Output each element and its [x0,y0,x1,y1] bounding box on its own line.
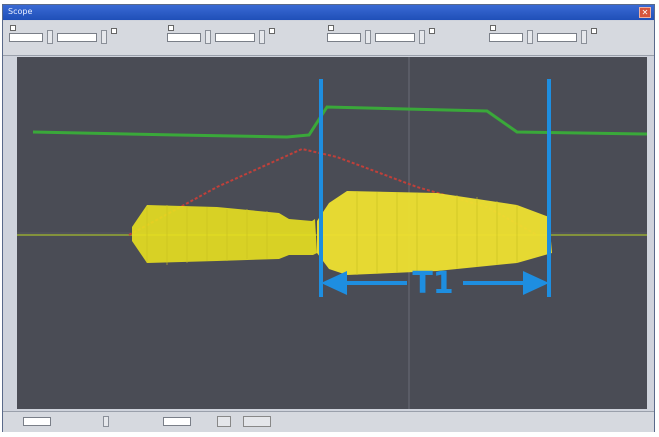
status-field-2-input[interactable] [163,417,191,426]
channel-2-field-a[interactable] [167,33,201,42]
channel-1-checkbox[interactable] [10,25,16,31]
channel-4-spinner-b[interactable] [581,30,587,44]
scope-plot: T1 [17,57,648,409]
channel-3-field-a[interactable] [327,33,361,42]
t1-measurement-arrow [321,271,549,295]
channel-1-spinner-b[interactable] [101,30,107,44]
close-icon: ✕ [641,8,649,17]
channel-panel-4 [487,24,639,52]
channel-2-checkbox[interactable] [168,25,174,31]
channel-toolbar [3,21,654,56]
scope-window: Scope ✕ [2,4,655,432]
channel-2-value[interactable] [215,33,255,42]
channel-panel-3 [325,24,477,52]
t1-marker-label: T1 [412,266,453,301]
title-bar: Scope ✕ [3,5,654,20]
channel-3-spinner-b[interactable] [419,30,425,44]
channel-1-spinner-a[interactable] [47,30,53,44]
channel-panel-1 [7,24,159,52]
channel-2-spinner-b[interactable] [259,30,265,44]
status-bar [3,411,654,432]
channel-1-field-a[interactable] [9,33,43,42]
channel-1-option-checkbox[interactable] [111,28,117,34]
channel-4-value[interactable] [537,33,577,42]
channel-3-option-checkbox[interactable] [429,28,435,34]
status-button-2[interactable] [243,416,271,427]
channel-panel-2 [165,24,317,52]
channel-2-spinner-a[interactable] [205,30,211,44]
close-button[interactable]: ✕ [639,7,651,18]
scope-display[interactable]: T1 [17,57,648,409]
signal-trace [132,191,552,275]
channel-2-option-checkbox[interactable] [269,28,275,34]
window-title: Scope [8,7,33,16]
status-button-1[interactable] [217,416,231,427]
status-spinner[interactable] [103,416,109,427]
channel-4-option-checkbox[interactable] [591,28,597,34]
status-field-1-input[interactable] [23,417,51,426]
channel-1-value[interactable] [57,33,97,42]
channel-3-value[interactable] [375,33,415,42]
envelope-trace [32,105,648,139]
channel-4-field-a[interactable] [489,33,523,42]
channel-4-checkbox[interactable] [490,25,496,31]
channel-3-spinner-a[interactable] [365,30,371,44]
channel-4-spinner-a[interactable] [527,30,533,44]
channel-3-checkbox[interactable] [328,25,334,31]
